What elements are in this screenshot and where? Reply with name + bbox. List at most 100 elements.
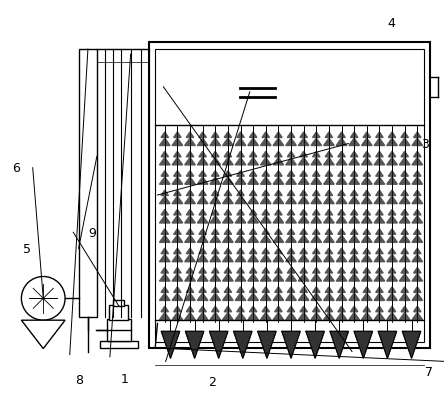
Polygon shape (399, 158, 410, 166)
Polygon shape (260, 139, 271, 146)
Polygon shape (287, 152, 295, 158)
Bar (109, 305, 128, 320)
Polygon shape (362, 197, 372, 204)
Polygon shape (401, 287, 409, 293)
Text: 2: 2 (208, 375, 216, 388)
Polygon shape (412, 235, 423, 243)
Text: 8: 8 (75, 373, 83, 386)
Polygon shape (324, 313, 334, 320)
Polygon shape (249, 229, 257, 235)
Polygon shape (351, 191, 358, 196)
Polygon shape (374, 216, 385, 224)
Bar (107, 320, 131, 341)
Polygon shape (362, 255, 372, 262)
Polygon shape (387, 197, 397, 204)
Polygon shape (311, 197, 322, 204)
Polygon shape (223, 293, 233, 301)
Polygon shape (363, 210, 371, 215)
Polygon shape (248, 235, 258, 243)
Polygon shape (172, 197, 183, 204)
Polygon shape (362, 274, 372, 281)
Polygon shape (248, 177, 258, 185)
Polygon shape (249, 287, 257, 293)
Polygon shape (349, 313, 359, 320)
Polygon shape (413, 307, 421, 312)
Polygon shape (287, 210, 295, 215)
Polygon shape (336, 197, 347, 204)
Polygon shape (185, 158, 195, 166)
Polygon shape (260, 197, 271, 204)
Polygon shape (262, 132, 269, 138)
Polygon shape (275, 229, 282, 235)
Polygon shape (336, 158, 347, 166)
Polygon shape (376, 132, 383, 138)
Polygon shape (387, 177, 397, 185)
Polygon shape (210, 274, 221, 281)
Polygon shape (376, 191, 383, 196)
Polygon shape (173, 132, 181, 138)
Polygon shape (287, 229, 295, 235)
Polygon shape (172, 313, 183, 320)
Polygon shape (387, 293, 397, 301)
Polygon shape (160, 158, 170, 166)
Polygon shape (324, 177, 334, 185)
Polygon shape (199, 171, 206, 177)
Polygon shape (273, 235, 284, 243)
Polygon shape (376, 210, 383, 215)
Polygon shape (223, 177, 233, 185)
Polygon shape (260, 313, 271, 320)
Bar (79, 50, 97, 318)
Polygon shape (258, 332, 276, 358)
Polygon shape (313, 152, 320, 158)
Polygon shape (286, 313, 296, 320)
Polygon shape (401, 249, 409, 254)
Polygon shape (185, 313, 195, 320)
Polygon shape (412, 177, 423, 185)
Polygon shape (260, 293, 271, 301)
Polygon shape (210, 158, 221, 166)
Polygon shape (224, 152, 231, 158)
Polygon shape (249, 210, 257, 215)
Polygon shape (249, 249, 257, 254)
Polygon shape (235, 177, 246, 185)
Polygon shape (349, 139, 359, 146)
Polygon shape (172, 274, 183, 281)
Polygon shape (262, 152, 269, 158)
Polygon shape (362, 177, 372, 185)
Polygon shape (197, 197, 208, 204)
Polygon shape (313, 268, 320, 273)
Polygon shape (197, 293, 208, 301)
Polygon shape (160, 139, 170, 146)
Polygon shape (160, 293, 170, 301)
Polygon shape (223, 235, 233, 243)
Polygon shape (374, 197, 385, 204)
Polygon shape (186, 210, 194, 215)
Polygon shape (412, 293, 423, 301)
Polygon shape (349, 274, 359, 281)
Polygon shape (172, 216, 183, 224)
Polygon shape (249, 307, 257, 312)
Polygon shape (287, 249, 295, 254)
Polygon shape (248, 139, 258, 146)
Polygon shape (336, 139, 347, 146)
Text: 5: 5 (23, 242, 31, 255)
Polygon shape (186, 171, 194, 177)
Polygon shape (199, 132, 206, 138)
Polygon shape (210, 216, 221, 224)
Polygon shape (237, 268, 244, 273)
Polygon shape (374, 158, 385, 166)
Polygon shape (286, 293, 296, 301)
Polygon shape (325, 132, 333, 138)
Polygon shape (161, 332, 180, 358)
Polygon shape (249, 171, 257, 177)
Polygon shape (237, 287, 244, 293)
Polygon shape (399, 177, 410, 185)
Polygon shape (300, 229, 307, 235)
Polygon shape (376, 152, 383, 158)
Polygon shape (374, 235, 385, 243)
Polygon shape (161, 229, 169, 235)
Polygon shape (234, 332, 252, 358)
Polygon shape (237, 307, 244, 312)
Bar (99, 341, 138, 348)
Polygon shape (172, 158, 183, 166)
